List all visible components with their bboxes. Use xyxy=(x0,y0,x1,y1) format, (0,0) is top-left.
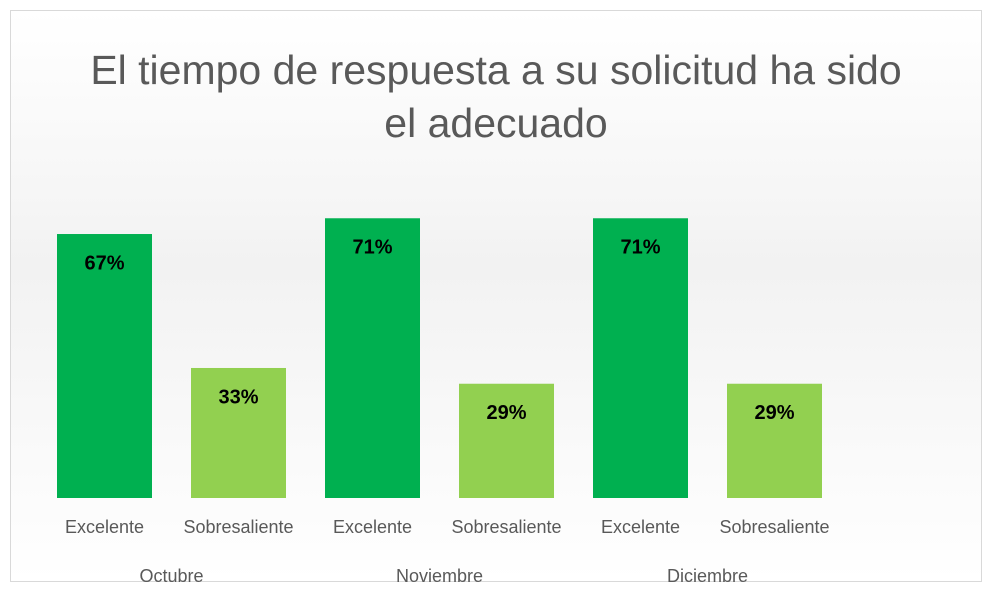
x-tick-label: Excelente xyxy=(333,517,412,537)
chart-title: El tiempo de respuesta a su solicitud ha… xyxy=(90,47,902,146)
bar xyxy=(57,234,152,498)
x-tick-label: Sobresaliente xyxy=(183,517,293,537)
group-label: Noviembre xyxy=(396,566,483,586)
bar xyxy=(593,218,688,498)
bar xyxy=(325,218,420,498)
data-label: 71% xyxy=(620,237,660,259)
data-label: 29% xyxy=(486,402,526,424)
bar xyxy=(191,367,286,498)
data-label: 67% xyxy=(84,252,124,274)
data-label: 71% xyxy=(352,237,392,259)
x-tick-label: Excelente xyxy=(65,517,144,537)
x-tick-label: Sobresaliente xyxy=(451,517,561,537)
x-tick-label: Sobresaliente xyxy=(719,517,829,537)
group-label: Octubre xyxy=(139,566,203,586)
data-label: 29% xyxy=(754,402,794,424)
bar xyxy=(459,383,554,498)
x-tick-label: Excelente xyxy=(601,517,680,537)
bar xyxy=(727,383,822,498)
group-label: Diciembre xyxy=(667,566,748,586)
data-label: 33% xyxy=(218,386,258,408)
